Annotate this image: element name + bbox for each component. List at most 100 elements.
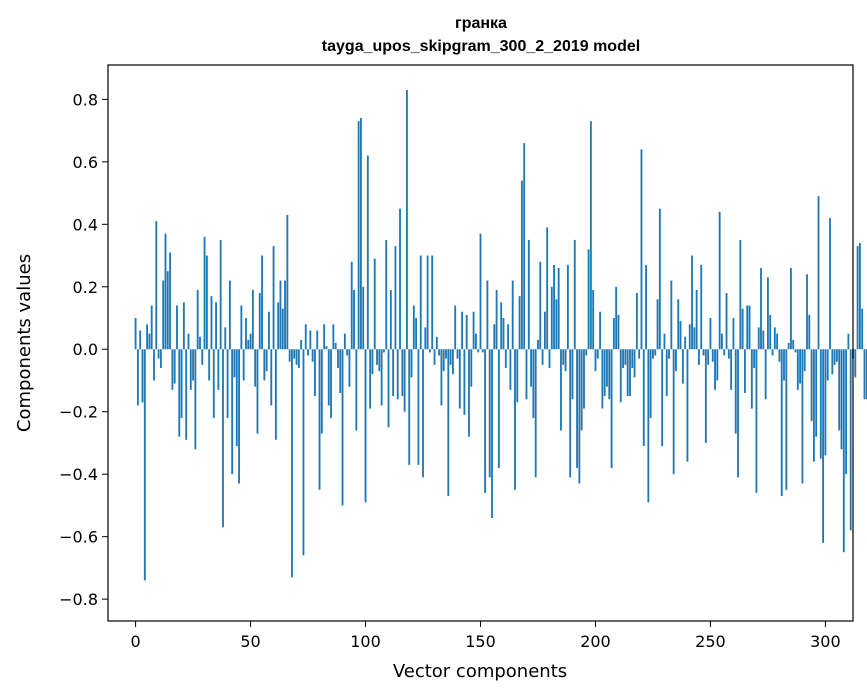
bar	[360, 118, 362, 350]
bar	[635, 293, 638, 350]
bar	[571, 349, 574, 400]
bar	[210, 296, 213, 350]
bar	[205, 255, 208, 350]
bar	[550, 286, 553, 350]
bar	[201, 349, 204, 365]
x-tick-label: 150	[465, 632, 496, 651]
bar	[631, 349, 634, 368]
bar	[304, 324, 307, 350]
x-tick-label: 100	[350, 632, 381, 651]
bar	[704, 349, 707, 443]
bar	[776, 333, 779, 350]
bar	[362, 286, 365, 350]
bar	[624, 349, 627, 365]
bar	[332, 324, 335, 350]
bar	[622, 349, 624, 368]
bar	[833, 349, 836, 365]
bar	[389, 289, 392, 350]
bar	[847, 333, 850, 350]
bar	[744, 349, 746, 393]
bar	[760, 268, 762, 350]
bar	[284, 280, 286, 350]
bar	[417, 349, 420, 465]
bar	[355, 349, 358, 431]
bar	[576, 349, 578, 468]
bar	[573, 239, 576, 350]
bar	[721, 333, 723, 350]
bar	[233, 349, 236, 378]
bar	[858, 243, 861, 350]
bar	[240, 305, 243, 350]
bar	[357, 121, 360, 350]
bar	[339, 349, 342, 393]
bar	[431, 255, 434, 350]
bar	[479, 233, 482, 350]
x-axis-label: Vector components	[393, 661, 567, 682]
bar	[695, 289, 698, 350]
bar	[778, 349, 781, 362]
bar	[691, 255, 693, 350]
bar	[734, 349, 737, 434]
bar	[385, 239, 388, 350]
bar	[256, 349, 259, 434]
bar	[196, 289, 199, 350]
bar	[541, 349, 544, 365]
bar	[762, 330, 765, 350]
bar	[815, 349, 818, 437]
bar	[532, 349, 535, 418]
bar	[371, 349, 374, 375]
bar	[592, 289, 595, 350]
bar	[530, 349, 533, 387]
bar	[612, 318, 615, 350]
bar	[746, 305, 749, 350]
bar-series	[134, 89, 867, 581]
bar	[380, 349, 383, 406]
bar	[642, 349, 645, 447]
bar	[412, 305, 415, 350]
bar	[249, 333, 252, 350]
bar	[281, 308, 284, 350]
bar	[173, 349, 176, 384]
bar	[426, 255, 429, 350]
bar	[157, 349, 160, 359]
bar	[603, 349, 606, 397]
bar	[247, 339, 250, 350]
bar	[654, 349, 657, 356]
bar	[714, 349, 716, 390]
bar	[295, 349, 298, 365]
bar	[419, 255, 422, 350]
bar	[829, 218, 831, 350]
bar	[737, 349, 739, 478]
bar	[219, 239, 222, 350]
bar	[169, 252, 171, 350]
bar	[562, 349, 565, 365]
bar	[504, 349, 507, 368]
bar	[817, 196, 820, 350]
bar	[366, 155, 369, 350]
bar	[677, 299, 680, 350]
bar	[291, 349, 293, 578]
bar	[748, 305, 751, 350]
bar	[799, 349, 802, 384]
bar	[569, 349, 572, 478]
bar	[849, 349, 852, 531]
bar	[293, 349, 296, 359]
bar	[865, 349, 867, 400]
bar	[392, 349, 395, 397]
x-tick-label: 0	[130, 632, 140, 651]
bar	[474, 333, 477, 350]
bar	[509, 349, 512, 390]
bar	[307, 349, 309, 356]
bar	[261, 255, 263, 350]
bar	[750, 349, 753, 409]
bar	[771, 349, 774, 356]
bar	[564, 349, 567, 372]
bar	[309, 330, 312, 350]
bar	[861, 308, 864, 350]
bar	[399, 208, 401, 350]
bar	[863, 349, 866, 400]
bar	[194, 349, 197, 450]
bar	[178, 349, 181, 437]
bar	[810, 349, 813, 422]
